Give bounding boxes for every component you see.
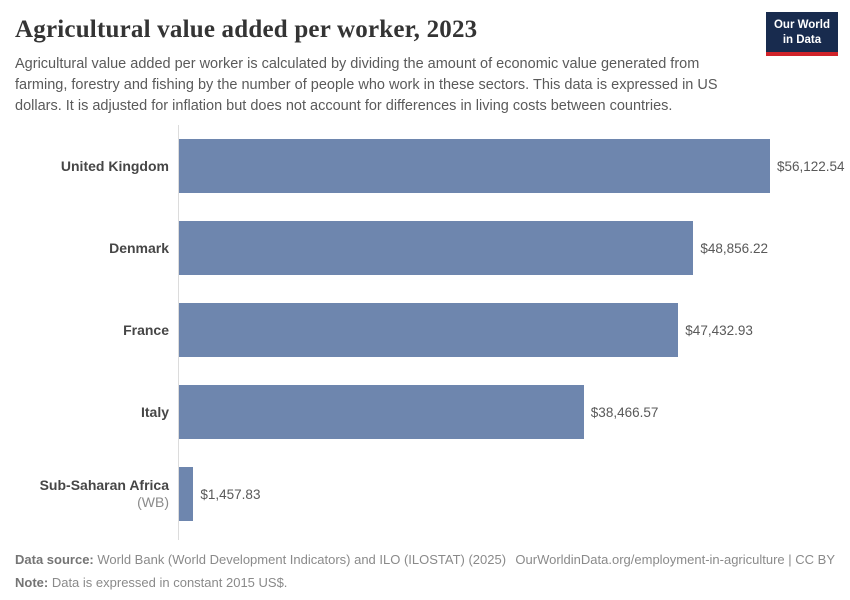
data-source-label: Data source: <box>15 552 94 568</box>
category-name: Sub-Saharan Africa <box>39 477 169 494</box>
bar-track: $38,466.57 <box>178 385 835 440</box>
y-axis-line <box>178 125 179 541</box>
bar-track: $48,856.22 <box>178 221 835 276</box>
bar[interactable] <box>178 467 194 522</box>
bar-chart: United Kingdom $56,122.54 Denmark $48,85… <box>15 125 845 541</box>
value-label: $47,432.93 <box>685 322 753 338</box>
bar-row: United Kingdom $56,122.54 <box>15 125 845 207</box>
bar-row: France $47,432.93 <box>15 289 835 371</box>
footer-note-line: Note: Data is expressed in constant 2015… <box>15 574 835 592</box>
category-name: France <box>123 321 169 338</box>
header: Agricultural value added per worker, 202… <box>15 12 838 117</box>
value-label: $38,466.57 <box>590 404 659 420</box>
bar[interactable] <box>178 139 770 194</box>
value-label: $56,122.54 <box>777 158 845 174</box>
bar[interactable] <box>178 385 584 440</box>
bar-track: $47,432.93 <box>178 303 835 358</box>
note-text: Data is expressed in constant 2015 US$. <box>48 574 288 590</box>
footer: Data source: World Bank (World Developme… <box>15 551 835 591</box>
category-name: United Kingdom <box>60 157 169 174</box>
category-name: Denmark <box>109 239 169 256</box>
data-source: Data source: World Bank (World Developme… <box>15 551 506 569</box>
bar-row: Italy $38,466.57 <box>15 371 835 453</box>
data-source-text: World Bank (World Development Indicators… <box>93 552 507 568</box>
logo-line2: in Data <box>782 33 822 46</box>
category-label: United Kingdom <box>15 158 178 175</box>
note-label: Note: <box>15 574 49 590</box>
category-label: France <box>15 322 178 339</box>
bar-rows: United Kingdom $56,122.54 Denmark $48,85… <box>15 125 845 535</box>
category-label: Italy <box>15 404 178 421</box>
category-label: Sub-Saharan Africa (WB) <box>15 477 178 511</box>
bar-row: Sub-Saharan Africa (WB) $1,457.83 <box>15 453 835 535</box>
logo-line1: Our World <box>773 19 830 31</box>
bar[interactable] <box>178 303 679 358</box>
category-label: Denmark <box>15 240 178 257</box>
chart-subtitle: Agricultural value added per worker is c… <box>15 56 718 115</box>
owid-link[interactable]: OurWorldinData.org/employment-in-agricul… <box>515 552 835 568</box>
owid-logo[interactable]: Our World in Data <box>765 12 838 56</box>
value-label: $48,856.22 <box>700 240 768 256</box>
bar-row: Denmark $48,856.22 <box>15 207 835 289</box>
page-title: Agricultural value added per worker, 202… <box>15 16 478 43</box>
bar[interactable] <box>178 221 694 276</box>
bar-track: $1,457.83 <box>178 467 835 522</box>
category-name: Italy <box>140 403 169 420</box>
category-suffix: (WB) <box>137 494 169 511</box>
value-label: $1,457.83 <box>200 486 261 502</box>
footer-sources-line: Data source: World Bank (World Developme… <box>15 551 835 569</box>
bar-track: $56,122.54 <box>178 139 845 194</box>
